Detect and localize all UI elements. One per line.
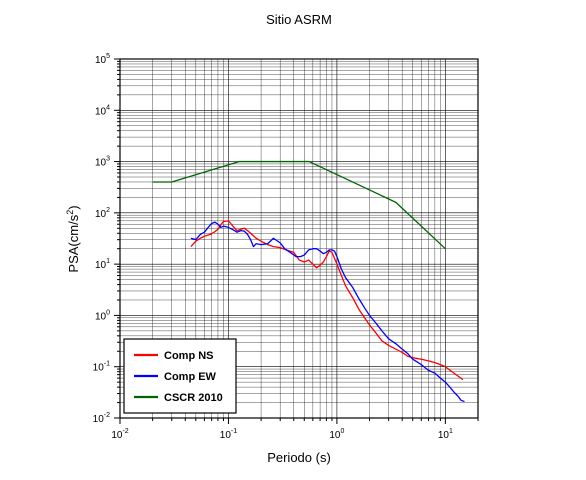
y-axis-label-end: ) [66, 205, 81, 209]
legend-items: Comp NS Comp EW CSCR 2010 [134, 350, 223, 404]
y-tick-label: 100 [95, 309, 110, 322]
legend-label: CSCR 2010 [164, 392, 223, 404]
y-tick-label: 10-1 [93, 361, 110, 374]
legend-label: Comp EW [164, 371, 217, 383]
series-line-comp-ew [190, 221, 465, 403]
y-tick-label: 105 [95, 53, 110, 66]
series-lines [152, 160, 465, 403]
y-tick-label: 103 [95, 156, 110, 169]
x-tick-label: 101 [438, 428, 453, 441]
y-axis-label: PSA(cm/s2) [65, 205, 81, 272]
series-line-comp-ns [190, 220, 464, 381]
x-tick-label: 100 [329, 428, 344, 441]
x-tick-label: 10-2 [111, 428, 128, 441]
x-axis-label: Periodo (s) [267, 450, 331, 465]
x-tick-label: 10-1 [220, 428, 237, 441]
chart-title: Sitio ASRM [266, 12, 332, 27]
y-axis-label-base: PSA(cm/s [66, 214, 81, 272]
legend-label: Comp NS [164, 350, 214, 362]
plot-frame [119, 58, 479, 419]
y-tick-label: 101 [95, 258, 110, 271]
y-tick-label: 102 [95, 207, 110, 220]
y-tick-label: 10-2 [93, 412, 110, 425]
y-axis-label-sup: 2 [65, 210, 75, 215]
legend: Comp NS Comp EW CSCR 2010 [123, 338, 237, 414]
series-line-cscr-2010 [152, 160, 446, 250]
y-tick-label: 104 [95, 104, 110, 117]
tick-labels: 10-2 10-1 100 101 10-2 10-1 100 101 102 103 104 105 [93, 53, 453, 441]
